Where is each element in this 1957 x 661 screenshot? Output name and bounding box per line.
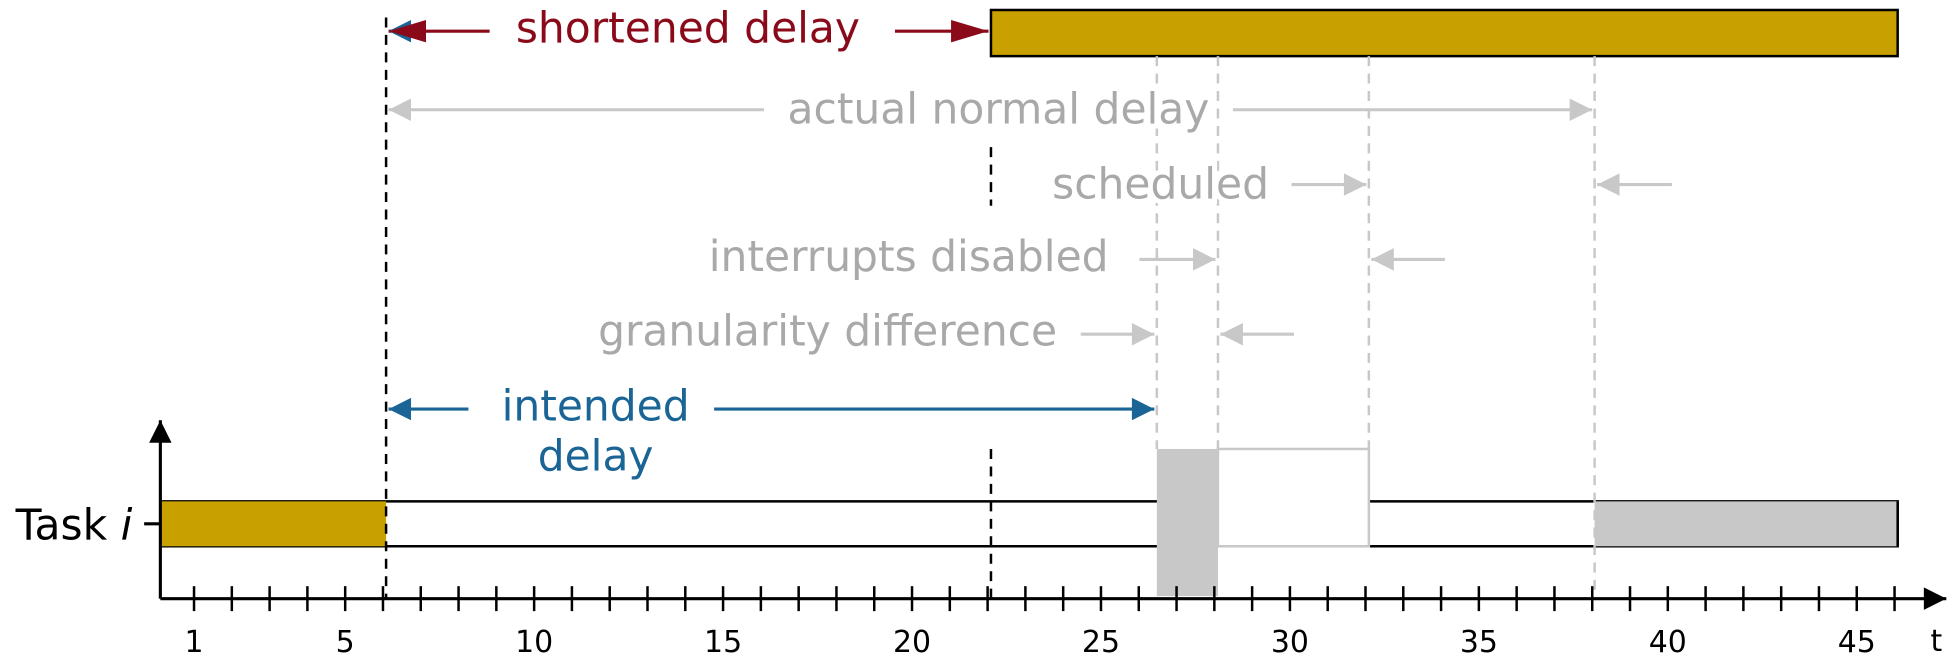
x-tick-label: 35 [1460,625,1498,660]
x-tick-label: 30 [1271,625,1309,660]
x-tick-label: 15 [704,625,742,660]
task-word: Task [15,500,108,549]
bars [159,8,1899,597]
scheduled-label: scheduled [1052,160,1269,209]
intended-label: delay [538,431,654,480]
task-label: Task i [15,500,133,549]
x-tick-label: 20 [893,625,931,660]
intended-label: intended [502,382,690,431]
interrupts-label: interrupts disabled [709,232,1109,281]
x-tick-label: 10 [515,625,553,660]
task-index: i [121,500,133,549]
x-tick-label: 40 [1649,625,1687,660]
guides [384,17,1596,599]
actual-label: actual normal delay [788,85,1210,134]
x-tick-label: 45 [1838,625,1876,660]
x-tick-label: 5 [336,625,355,660]
x-tick-label: 25 [1082,625,1120,660]
shortened-label: shortened delay [516,4,860,53]
axis-label: t [1930,624,1942,659]
x-tick-label: 1 [185,625,204,660]
granularity-label: granularity difference [598,307,1057,356]
minor-ticks [192,586,1896,612]
